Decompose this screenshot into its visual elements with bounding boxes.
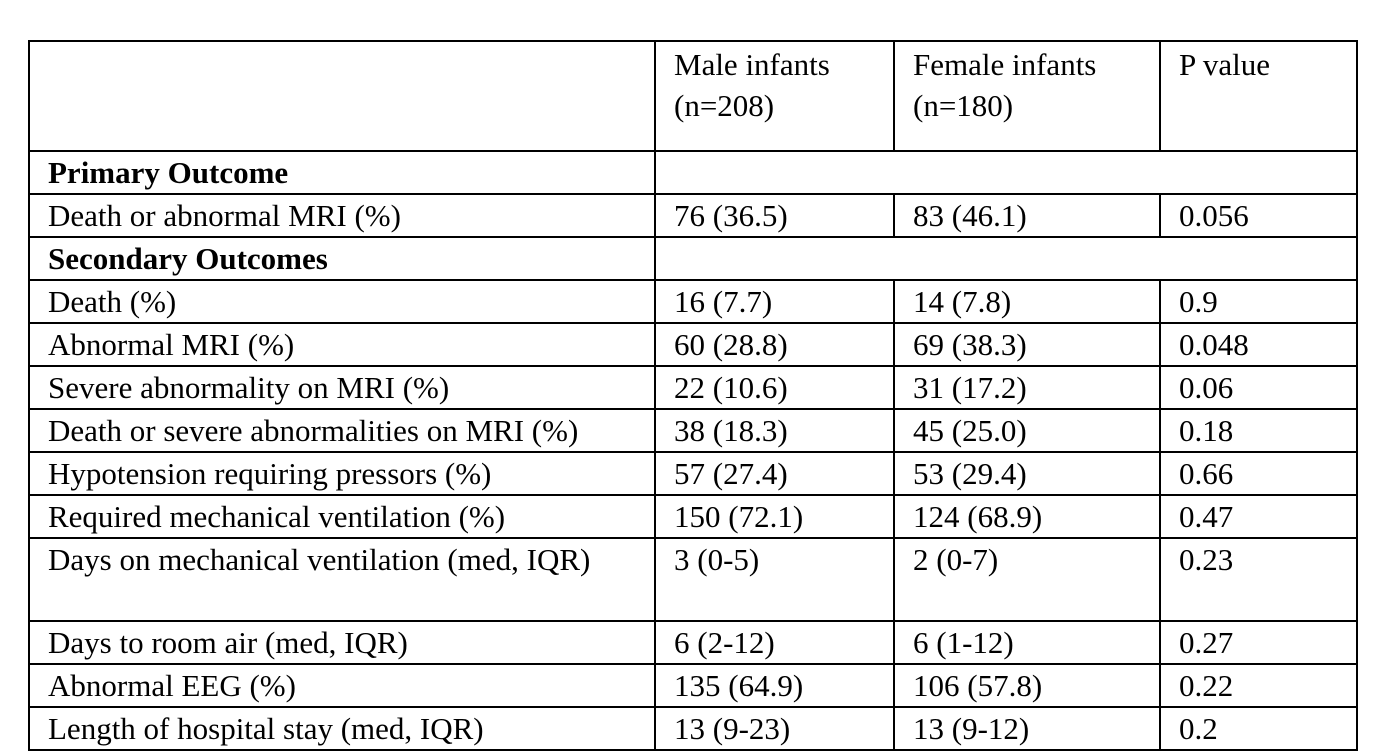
row-label: Death or abnormal MRI (%)	[28, 193, 656, 238]
row-female-value: 2 (0-7)	[893, 537, 1161, 622]
row-label: Length of hospital stay (med, IQR)	[28, 706, 656, 751]
row-p-value: 0.23	[1159, 537, 1358, 622]
row-female-value: 53 (29.4)	[893, 451, 1161, 496]
row-male-value: 3 (0-5)	[654, 537, 895, 622]
table-row: Days on mechanical ventilation (med, IQR…	[28, 537, 1358, 622]
table-row: Death or abnormal MRI (%) 76 (36.5) 83 (…	[28, 193, 1358, 238]
row-male-value: 76 (36.5)	[654, 193, 895, 238]
header-label-cell	[28, 40, 656, 152]
header-male-infants: Male infants (n=208)	[654, 40, 895, 152]
row-male-value: 60 (28.8)	[654, 322, 895, 367]
row-female-value: 69 (38.3)	[893, 322, 1161, 367]
row-female-value: 106 (57.8)	[893, 663, 1161, 708]
row-male-value: 150 (72.1)	[654, 494, 895, 539]
row-p-value: 0.27	[1159, 620, 1358, 665]
section-title-secondary: Secondary Outcomes	[28, 236, 656, 281]
row-p-value: 0.22	[1159, 663, 1358, 708]
section-row-primary: Primary Outcome	[28, 150, 1358, 195]
row-p-value: 0.9	[1159, 279, 1358, 324]
row-female-value: 14 (7.8)	[893, 279, 1161, 324]
row-female-value: 83 (46.1)	[893, 193, 1161, 238]
row-p-value: 0.06	[1159, 365, 1358, 410]
row-male-value: 135 (64.9)	[654, 663, 895, 708]
table-row: Length of hospital stay (med, IQR) 13 (9…	[28, 706, 1358, 751]
row-p-value: 0.18	[1159, 408, 1358, 453]
row-label: Required mechanical ventilation (%)	[28, 494, 656, 539]
row-label: Days on mechanical ventilation (med, IQR…	[28, 537, 656, 622]
outcomes-table: Male infants (n=208) Female infants (n=1…	[28, 40, 1358, 751]
section-spacer	[654, 150, 1358, 195]
section-title-primary: Primary Outcome	[28, 150, 656, 195]
row-p-value: 0.048	[1159, 322, 1358, 367]
row-female-value: 45 (25.0)	[893, 408, 1161, 453]
table-row: Death (%) 16 (7.7) 14 (7.8) 0.9	[28, 279, 1358, 324]
row-female-value: 13 (9-12)	[893, 706, 1161, 751]
table-row: Days to room air (med, IQR) 6 (2-12) 6 (…	[28, 620, 1358, 665]
row-label: Death or severe abnormalities on MRI (%)	[28, 408, 656, 453]
row-p-value: 0.2	[1159, 706, 1358, 751]
row-male-value: 16 (7.7)	[654, 279, 895, 324]
row-label: Days to room air (med, IQR)	[28, 620, 656, 665]
row-male-value: 22 (10.6)	[654, 365, 895, 410]
table-row: Hypotension requiring pressors (%) 57 (2…	[28, 451, 1358, 496]
row-label: Abnormal EEG (%)	[28, 663, 656, 708]
table-row: Abnormal EEG (%) 135 (64.9) 106 (57.8) 0…	[28, 663, 1358, 708]
section-spacer	[654, 236, 1358, 281]
row-male-value: 6 (2-12)	[654, 620, 895, 665]
row-p-value: 0.66	[1159, 451, 1358, 496]
row-female-value: 31 (17.2)	[893, 365, 1161, 410]
row-female-value: 6 (1-12)	[893, 620, 1161, 665]
header-p-value: P value	[1159, 40, 1358, 152]
row-male-value: 13 (9-23)	[654, 706, 895, 751]
row-label: Hypotension requiring pressors (%)	[28, 451, 656, 496]
table-row: Required mechanical ventilation (%) 150 …	[28, 494, 1358, 539]
row-male-value: 38 (18.3)	[654, 408, 895, 453]
row-label: Severe abnormality on MRI (%)	[28, 365, 656, 410]
row-p-value: 0.47	[1159, 494, 1358, 539]
table-row: Severe abnormality on MRI (%) 22 (10.6) …	[28, 365, 1358, 410]
row-female-value: 124 (68.9)	[893, 494, 1161, 539]
table-row: Death or severe abnormalities on MRI (%)…	[28, 408, 1358, 453]
header-row: Male infants (n=208) Female infants (n=1…	[28, 40, 1358, 152]
row-p-value: 0.056	[1159, 193, 1358, 238]
row-label: Death (%)	[28, 279, 656, 324]
row-male-value: 57 (27.4)	[654, 451, 895, 496]
row-label: Abnormal MRI (%)	[28, 322, 656, 367]
section-row-secondary: Secondary Outcomes	[28, 236, 1358, 281]
table-row: Abnormal MRI (%) 60 (28.8) 69 (38.3) 0.0…	[28, 322, 1358, 367]
header-female-infants: Female infants (n=180)	[893, 40, 1161, 152]
